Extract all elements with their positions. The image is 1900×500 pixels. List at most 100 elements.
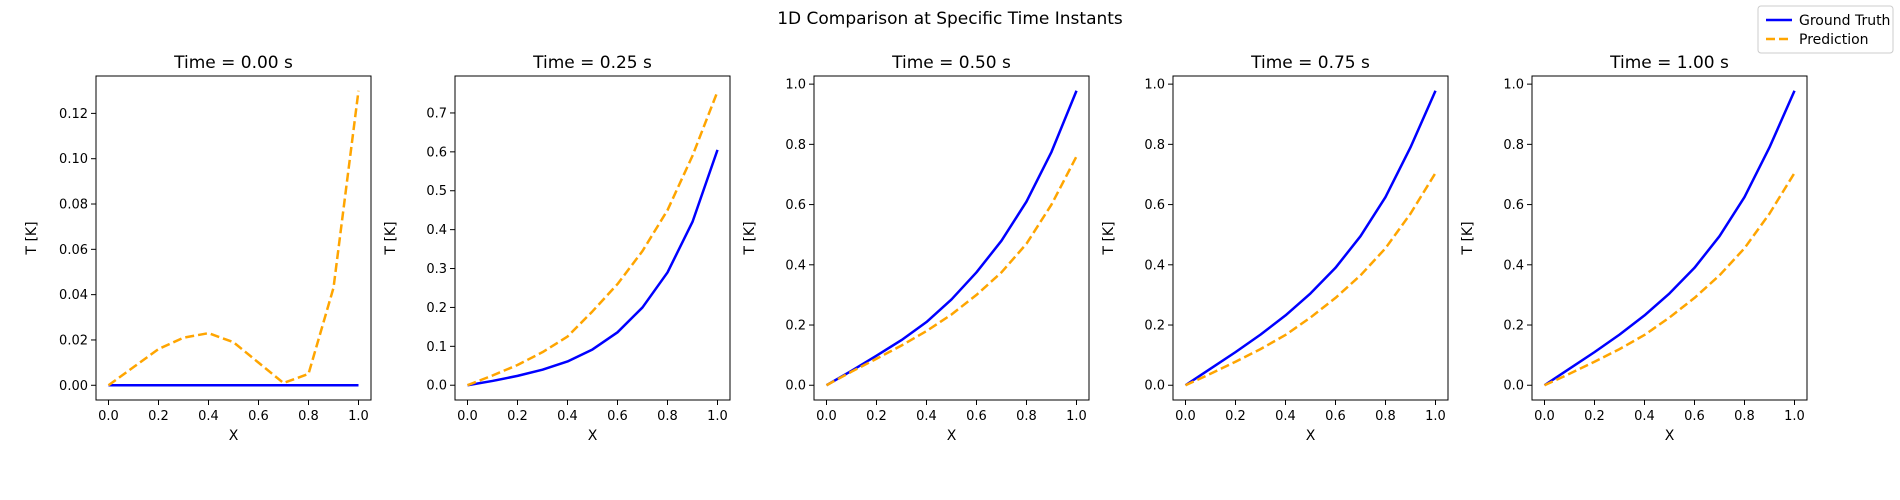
x-tick-label: 0.2 — [148, 409, 169, 424]
y-tick-label: 0.6 — [1503, 198, 1524, 213]
x-tick-label: 0.2 — [1225, 409, 1246, 424]
x-tick-label: 0.0 — [816, 409, 837, 424]
y-axis-label: T [K] — [383, 221, 399, 255]
y-tick-label: 0.0 — [426, 379, 447, 394]
x-tick-label: 0.2 — [1584, 409, 1605, 424]
axes-frame — [454, 75, 731, 401]
y-tick-label: 0.00 — [59, 379, 88, 394]
y-tick-label: 0.06 — [59, 243, 88, 258]
y-tick-label: 0.12 — [59, 107, 88, 122]
y-tick-label: 0.7 — [426, 106, 447, 121]
x-tick-label: 1.0 — [1066, 409, 1087, 424]
x-axis-label: X — [588, 428, 598, 444]
subplot-1: Time = 0.25 s 0.0 0.2 0.4 0.6 0.8 1.0 0.0 0.1 0.2… — [383, 53, 731, 444]
series-line-prediction — [1184, 172, 1437, 387]
x-tick-label: 0.2 — [866, 409, 887, 424]
x-tick-label: 0.4 — [1634, 409, 1655, 424]
y-tick-label: 0.2 — [785, 319, 806, 334]
x-tick-label: 1.0 — [1784, 409, 1805, 424]
series-line-prediction — [467, 91, 719, 387]
subplot-title: Time = 0.00 s — [173, 53, 293, 73]
figure-title: 1D Comparison at Specific Time Instants — [777, 9, 1123, 29]
y-tick-label: 0.5 — [426, 184, 447, 199]
y-tick-label: 0.8 — [785, 138, 806, 153]
y-tick-label: 0.1 — [426, 340, 447, 355]
x-axis-label: X — [1306, 428, 1316, 444]
series-line-prediction — [825, 155, 1078, 387]
y-tick-label: 0.02 — [59, 333, 88, 348]
y-tick-label: 0.0 — [1503, 379, 1524, 394]
subplot-title: Time = 1.00 s — [1609, 53, 1729, 73]
subplot-4: Time = 1.00 s 0.0 0.2 0.4 0.6 0.8 1.0 0.0 0.2 0.4… — [1460, 53, 1808, 444]
y-tick-label: 0.6 — [1144, 198, 1165, 213]
x-tick-label: 0.6 — [248, 409, 269, 424]
y-tick-label: 1.0 — [1144, 78, 1165, 93]
y-tick-label: 0.4 — [1503, 258, 1524, 273]
legend: Ground Truth Prediction — [1757, 5, 1894, 54]
x-tick-label: 0.2 — [507, 409, 528, 424]
x-tick-label: 0.0 — [98, 409, 119, 424]
series-line-ground-truth — [825, 90, 1078, 387]
subplot-3: Time = 0.75 s 0.0 0.2 0.4 0.6 0.8 1.0 0.0 0.2 0.4… — [1101, 53, 1449, 444]
x-tick-label: 0.4 — [1275, 409, 1296, 424]
x-tick-label: 0.4 — [916, 409, 937, 424]
x-tick-label: 0.0 — [1175, 409, 1196, 424]
y-tick-label: 0.4 — [426, 223, 447, 238]
y-tick-label: 0.2 — [426, 301, 447, 316]
x-tick-label: 0.4 — [198, 409, 219, 424]
x-axis-label: X — [229, 428, 239, 444]
legend-frame — [1757, 5, 1894, 54]
axes-frame — [1531, 75, 1808, 401]
subplot-title: Time = 0.50 s — [891, 53, 1011, 73]
subplot-title: Time = 0.75 s — [1250, 53, 1370, 73]
y-tick-label: 1.0 — [1503, 78, 1524, 93]
y-tick-label: 0.04 — [59, 288, 88, 303]
x-tick-label: 0.0 — [457, 409, 478, 424]
y-axis-label: T [K] — [1460, 221, 1476, 255]
x-tick-label: 0.8 — [298, 409, 319, 424]
axes-frame — [1172, 75, 1449, 401]
y-tick-label: 0.3 — [426, 262, 447, 277]
y-tick-label: 0.8 — [1144, 138, 1165, 153]
x-tick-label: 0.8 — [1016, 409, 1037, 424]
x-tick-label: 0.6 — [1325, 409, 1346, 424]
y-tick-label: 0.2 — [1144, 319, 1165, 334]
legend-ground-truth-label: Ground Truth — [1799, 13, 1890, 29]
y-tick-label: 0.8 — [1503, 138, 1524, 153]
y-axis-label: T [K] — [1101, 221, 1117, 255]
y-tick-label: 0.08 — [59, 198, 88, 213]
y-tick-label: 0.6 — [785, 198, 806, 213]
y-axis-label: T [K] — [24, 221, 40, 255]
y-tick-label: 0.4 — [785, 258, 806, 273]
y-tick-label: 0.4 — [1144, 258, 1165, 273]
series-line-ground-truth — [1184, 90, 1437, 387]
x-tick-label: 0.6 — [607, 409, 628, 424]
subplot-panels: Time = 0.00 s 0.0 0.2 0.4 0.6 0.8 1.0 0.00 0.02 0… — [24, 53, 1808, 444]
y-tick-label: 0.2 — [1503, 319, 1524, 334]
series-line-ground-truth — [467, 149, 719, 387]
x-tick-label: 0.8 — [1375, 409, 1396, 424]
x-axis-label: X — [1665, 428, 1675, 444]
series-line-ground-truth — [1543, 90, 1796, 387]
subplot-0: Time = 0.00 s 0.0 0.2 0.4 0.6 0.8 1.0 0.00 0.02 0… — [24, 53, 372, 444]
y-tick-label: 1.0 — [785, 78, 806, 93]
x-tick-label: 0.6 — [1684, 409, 1705, 424]
series-line-prediction — [107, 90, 360, 387]
subplot-2: Time = 0.50 s 0.0 0.2 0.4 0.6 0.8 1.0 0.0 0.2 0.4… — [742, 53, 1090, 444]
x-tick-label: 1.0 — [348, 409, 369, 424]
x-tick-label: 0.8 — [657, 409, 678, 424]
y-tick-label: 0.0 — [1144, 379, 1165, 394]
x-tick-label: 1.0 — [707, 409, 728, 424]
x-tick-label: 0.6 — [966, 409, 987, 424]
series-line-prediction — [1543, 172, 1796, 387]
y-tick-label: 0.0 — [785, 379, 806, 394]
x-tick-label: 0.8 — [1734, 409, 1755, 424]
y-axis-label: T [K] — [742, 221, 758, 255]
axes-frame — [813, 75, 1090, 401]
subplot-title: Time = 0.25 s — [532, 53, 652, 73]
x-tick-label: 0.0 — [1534, 409, 1555, 424]
y-tick-label: 0.10 — [59, 152, 88, 167]
y-tick-label: 0.6 — [426, 145, 447, 160]
axes-frame — [95, 75, 372, 401]
